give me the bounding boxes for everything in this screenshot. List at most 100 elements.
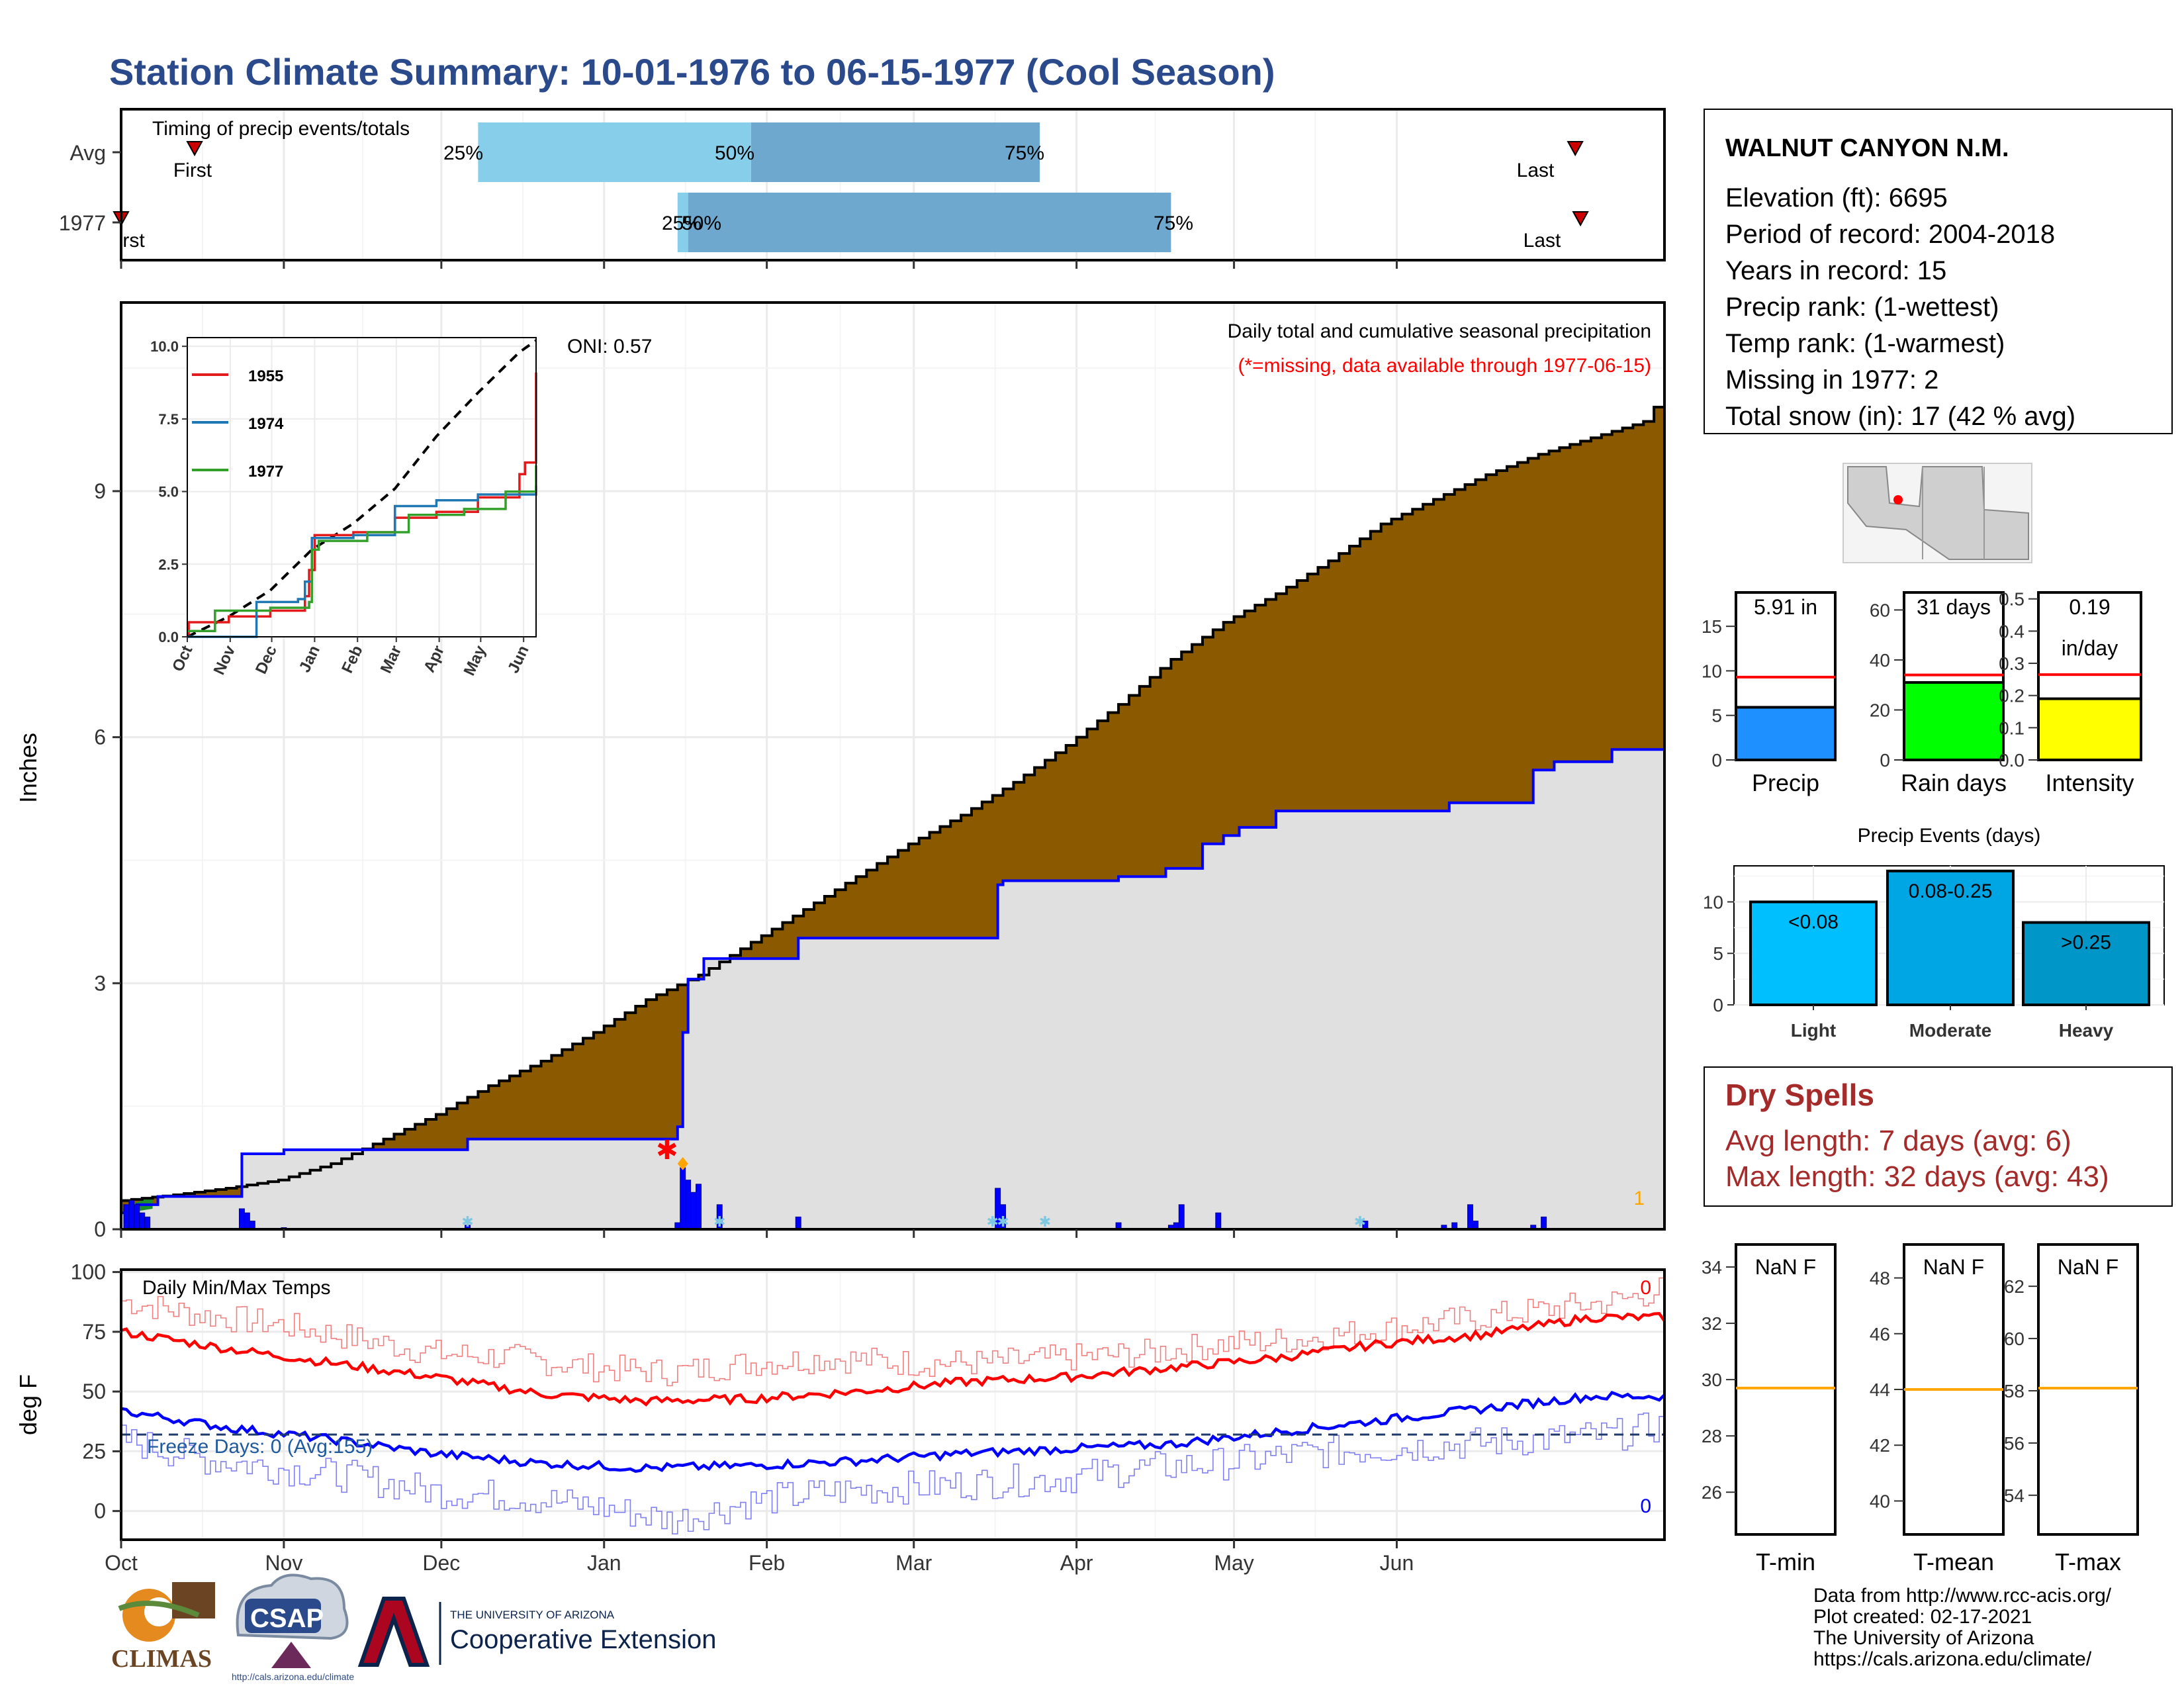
timing-panel: Timing of precip events/totals Avg 1977 …: [59, 108, 1666, 261]
station-line-4: Temp rank: (1-warmest): [1725, 329, 2005, 358]
station-line-0: Elevation (ft): 6695: [1725, 183, 1948, 212]
inset-cumulative-chart: 0.02.55.07.510.0 Oct Nov Dec Jan Feb Mar Apr Ma…: [150, 337, 537, 679]
temp-summary-ytick-label: 62: [2004, 1276, 2025, 1297]
temp-summary-value-t-mean: NaN F: [1923, 1255, 1984, 1279]
summary-ytick-label: 0.0: [1999, 750, 2025, 771]
inset-avg-line: [187, 339, 537, 638]
avg-pct-25: 25%: [443, 142, 483, 164]
precip-events-chart: Precip Events (days) <0.08 Light 0.08-0.25…: [1703, 825, 2165, 1041]
location-map: [1843, 463, 2032, 563]
temp-ytick-label: 0: [94, 1499, 106, 1523]
obs-min-temp-line: [121, 1412, 1665, 1534]
daily-precip-bar: [244, 1212, 250, 1230]
summary-value-bar-intensity: [2037, 697, 2142, 762]
summary-ytick-label: 0.4: [1999, 621, 2025, 641]
footer-credits: Data from http://www.rcc-acis.org/ Plot …: [1813, 1585, 2112, 1670]
station-location-dot: [1893, 495, 1903, 504]
temp-ytick-label: 25: [82, 1439, 106, 1463]
daily-precip-bar: [1178, 1204, 1185, 1230]
avg-cumulative-line: [121, 393, 1666, 1202]
events-bar-label-light: <0.08: [1788, 911, 1839, 933]
temp-summary-ytick-label: 54: [2004, 1485, 2025, 1506]
temp-summary-t-max: 54 56 58 60 62 NaN F T-max: [2004, 1243, 2139, 1575]
temp-summary-value-t-max: NaN F: [2058, 1255, 2118, 1279]
events-category-light: Light: [1791, 1020, 1836, 1041]
precip-ytick-label: 6: [94, 726, 106, 749]
avg-first-label: First: [173, 160, 212, 181]
inset-ytick-label: 2.5: [158, 556, 179, 573]
temp-summary-ytick-label: 44: [1870, 1380, 1890, 1400]
climas-logo: CLIMAS: [111, 1582, 215, 1673]
obs-cumulative-line: [121, 748, 1664, 1215]
events-ytick-label: 5: [1713, 943, 1723, 964]
summary-ytick-label: 0.5: [1999, 589, 2025, 610]
temperature-panel: 0 25 50 75 100 deg F Daily Min/Max Temps Fre…: [15, 1260, 1666, 1541]
legend-1977: 1977: [248, 463, 283, 481]
station-name: WALNUT CANYON N.M.: [1725, 134, 2009, 162]
daily-precip-bar: [238, 1208, 245, 1230]
timing-avg-q50-q75: [751, 122, 1040, 182]
avg-max-temp-line: [120, 1311, 1666, 1407]
temp-ytick-label: 50: [82, 1380, 106, 1403]
temp-summary-ytick-label: 42: [1870, 1435, 1890, 1456]
month-label-jun: Jun: [1380, 1551, 1414, 1575]
precip-ylabel: Inches: [15, 733, 42, 803]
summary-ytick-label: 40: [1870, 650, 1890, 671]
dry-spells-box: Dry Spells Avg length: 7 days (avg: 6) M…: [1704, 1066, 2173, 1207]
avg-pct-75: 75%: [1005, 142, 1044, 164]
timing-title: Timing of precip events/totals: [152, 118, 410, 140]
daily-precip-bar: [680, 1167, 686, 1230]
events-ytick-label: 10: [1703, 892, 1723, 912]
temp-summary-title-t-min: T-min: [1756, 1548, 1815, 1575]
temp-summary-title-t-mean: T-mean: [1913, 1548, 1994, 1575]
station-line-6: Total snow (in): 17 (42 % avg): [1725, 402, 2075, 431]
page-title: Station Climate Summary: 10-01-1976 to 0…: [109, 51, 1275, 93]
daily-precip-bar: [685, 1180, 692, 1230]
y1977-pct-25: 25%: [662, 212, 702, 234]
temp-summary-frame-t-min: [1735, 1243, 1837, 1536]
summary-ytick-label: 0: [1711, 750, 1722, 771]
inset-legend: 1955 1974 1977: [192, 367, 284, 481]
daily-precip-bar: [139, 1212, 146, 1230]
temp-summary-ytick-label: 28: [1702, 1426, 1722, 1446]
obs-cumulative-area: [121, 749, 1664, 1229]
dry-spells-title: Dry Spells: [1725, 1078, 1874, 1112]
temp-min-count: 0: [1640, 1495, 1651, 1517]
y1977-last-label: Last: [1524, 230, 1561, 252]
summary-value-bar-precip: [1735, 706, 1837, 761]
precip-chart-subtitle: (*=missing, data available through 1977-…: [1238, 355, 1651, 377]
avg-last-label: Last: [1517, 160, 1555, 181]
temp-max-count: 0: [1640, 1277, 1651, 1299]
summary-bar-rain-days: 0 20 40 60 31 days Rain days: [1870, 591, 2007, 796]
precip-ytick-label: 9: [94, 479, 106, 503]
temp-summary-ytick-label: 58: [2004, 1381, 2025, 1401]
month-label-feb: Feb: [749, 1551, 785, 1575]
temp-summary-value-t-min: NaN F: [1755, 1255, 1816, 1279]
events-bar-label-heavy: >0.25: [2061, 932, 2111, 954]
events-bar-label-moderate: 0.08-0.25: [1909, 880, 1993, 902]
temp-summary-ytick-label: 56: [2004, 1433, 2025, 1454]
summary-bar-intensity: 0.0 0.1 0.2 0.3 0.4 0.5 0.19 in/day Intensity: [1999, 589, 2142, 796]
ua-logo-big-text: Cooperative Extension: [450, 1625, 716, 1654]
inset-ytick-label: 10.0: [150, 338, 179, 355]
csap-logo: CSAP http://cals.arizona.edu/climate: [232, 1573, 354, 1682]
summary-value-label-intensity: 0.19: [2069, 595, 2110, 619]
avg-pct-50: 50%: [715, 142, 754, 164]
temp-summary-t-min: 26 28 30 32 34 NaN F T-min: [1702, 1243, 1837, 1575]
daily-precip-bar: [690, 1192, 697, 1230]
temp-summary-ytick-label: 30: [1702, 1370, 1722, 1390]
daily-precip-bar: [795, 1216, 801, 1230]
snow-marker: [677, 1156, 688, 1170]
station-info-box: WALNUT CANYON N.M. Elevation (ft): 6695 …: [1704, 109, 2173, 434]
temp-summary-t-mean: 40 42 44 46 48 NaN F T-mean: [1870, 1243, 2005, 1575]
daily-precip-bar: [696, 1184, 702, 1230]
timing-1977-q50-q75: [688, 193, 1171, 252]
summary-ytick-label: 0.3: [1999, 653, 2025, 674]
temp-summary-ytick-label: 46: [1870, 1324, 1890, 1344]
inset-series-1977: [187, 465, 537, 632]
footer-line-1: Plot created: 02-17-2021: [1813, 1606, 2032, 1628]
daily-precip-bar: [123, 1204, 130, 1230]
temp-ytick-label: 100: [71, 1260, 106, 1284]
temp-chart-title: Daily Min/Max Temps: [142, 1277, 331, 1299]
missing-data-marker: ✱: [656, 1136, 678, 1165]
